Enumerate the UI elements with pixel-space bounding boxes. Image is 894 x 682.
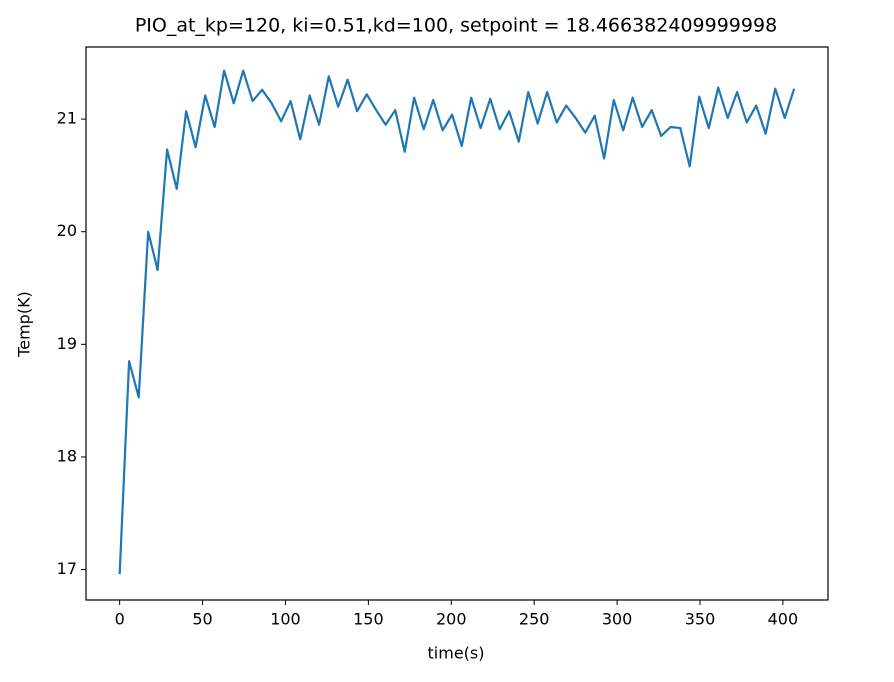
x-tick-label: 250 (519, 610, 550, 629)
x-tick-label: 100 (270, 610, 301, 629)
x-tick-label: 150 (353, 610, 384, 629)
y-tick-label: 19 (57, 334, 77, 353)
line-series (118, 69, 796, 575)
y-tick-label: 20 (57, 221, 77, 240)
plot-frame (85, 46, 829, 601)
y-tick-label: 17 (57, 559, 77, 578)
x-tick-label: 400 (768, 610, 799, 629)
x-tick-label: 350 (685, 610, 716, 629)
y-tick-label: 18 (57, 446, 77, 465)
x-tick-label: 300 (602, 610, 633, 629)
chart-title: PIO_at_kp=120, ki=0.51,kd=100, setpoint … (135, 15, 777, 37)
x-axis-label: time(s) (428, 644, 485, 663)
y-axis-label: Temp(K) (15, 291, 34, 358)
x-tick-label: 0 (115, 610, 125, 629)
x-tick-label: 50 (192, 610, 212, 629)
x-tick-label: 200 (436, 610, 467, 629)
y-tick-label: 21 (57, 109, 77, 128)
